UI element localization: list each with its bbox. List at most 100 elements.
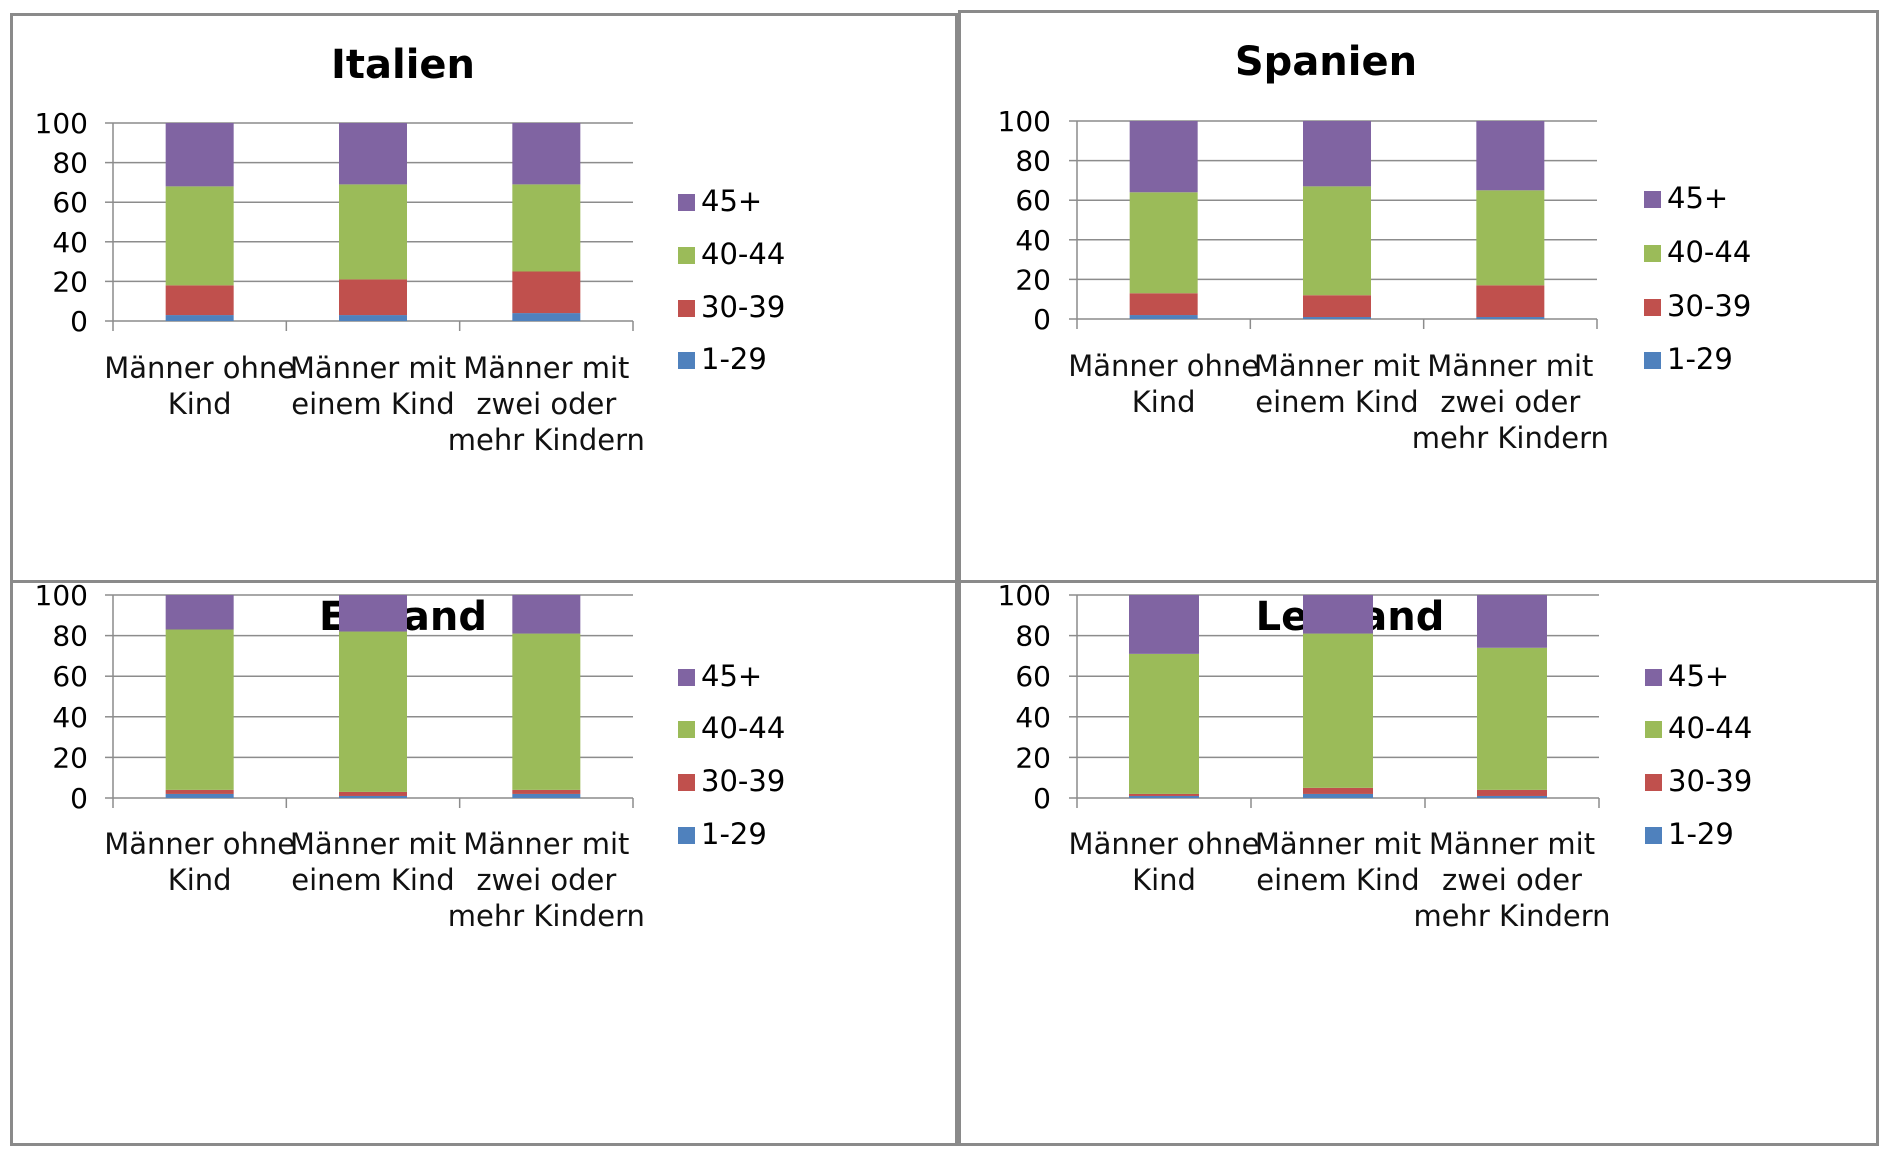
bar-segment-40-44-1	[1129, 653, 1199, 794]
bar-segment-30-39-3	[512, 271, 581, 314]
bar-segment-45plus-1	[165, 595, 234, 630]
category-label: Kind	[168, 387, 232, 421]
category-label: einem Kind	[291, 863, 454, 897]
legend-swatch	[678, 352, 695, 369]
bar-segment-30-39-1	[1129, 793, 1199, 796]
chart-panel-lettland: Lettland020406080100Männer ohneKindMänne…	[958, 579, 1879, 1146]
legend-swatch	[1645, 774, 1662, 791]
y-tick-label: 100	[998, 105, 1051, 138]
legend-label: 30-39	[1667, 289, 1751, 323]
y-tick-label: 0	[70, 305, 88, 338]
bar-segment-1-29-2	[339, 315, 407, 321]
legend-label: 45+	[701, 659, 762, 693]
legend: 45+ 40-44 30-39 1-29	[678, 184, 785, 376]
category-label: Männer mit	[463, 351, 629, 385]
bar-segment-1-29-3	[1477, 795, 1547, 798]
bar-segment-30-39-3	[512, 789, 581, 794]
legend-swatch	[678, 300, 695, 317]
bar-segment-40-44-2	[339, 184, 407, 280]
y-tick-label: 40	[52, 701, 88, 734]
bar-segment-30-39-2	[339, 791, 407, 796]
bar-segment-1-29-1	[165, 793, 234, 798]
category-label: Männer ohne	[104, 351, 295, 385]
bar-segment-45plus-2	[339, 123, 407, 185]
y-tick-label: 20	[52, 265, 88, 298]
legend-swatch	[678, 194, 695, 211]
bar-segment-45plus-3	[512, 123, 581, 185]
chart-panel-spanien: Spanien 0 20 40 60 80 100 Männer ohne Kind Männer…	[958, 10, 1879, 583]
bar-segment-1-29-1	[1129, 315, 1198, 319]
bar-segment-40-44-2	[1303, 186, 1371, 296]
legend-swatch	[678, 721, 695, 738]
y-tick-label: 80	[52, 147, 88, 180]
bar-segment-45plus-2	[1303, 121, 1371, 187]
category-label: zwei oder	[476, 387, 616, 421]
legend: 45+ 40-44 30-39 1-29	[1645, 659, 1752, 851]
legend-label: 45+	[701, 184, 762, 218]
chart-title: Italien	[331, 42, 475, 88]
category-label: einem Kind	[1255, 385, 1418, 419]
legend-swatch	[1644, 299, 1661, 316]
bar-segment-1-29-3	[512, 793, 581, 798]
y-tick-label: 80	[52, 620, 88, 653]
y-tick-label: 60	[1015, 660, 1051, 693]
category-label: mehr Kindern	[448, 423, 645, 457]
y-tick-label: 80	[1015, 620, 1051, 653]
bar-segment-40-44-1	[1129, 192, 1198, 294]
category-label: Kind	[1132, 385, 1196, 419]
y-tick-label: 20	[1015, 741, 1051, 774]
category-label: Männer mit	[1255, 827, 1421, 861]
legend-label: 1-29	[1668, 817, 1734, 851]
bar-segment-1-29-2	[1303, 793, 1373, 798]
category-label: Männer mit	[1427, 349, 1593, 383]
bar-segment-1-29-3	[512, 313, 581, 321]
legend-swatch	[1645, 669, 1662, 686]
bar-segment-30-39-1	[165, 285, 234, 316]
chart-title: Spanien	[1235, 39, 1417, 85]
bar-segment-30-39-3	[1477, 789, 1547, 796]
bar-segment-40-44-2	[1303, 633, 1373, 788]
bar-segment-40-44-1	[165, 186, 234, 286]
category-label: mehr Kindern	[1412, 421, 1609, 455]
legend-label: 1-29	[701, 817, 767, 851]
y-tick-label: 60	[52, 186, 88, 219]
legend-swatch	[1644, 191, 1661, 208]
category-label: einem Kind	[1256, 863, 1419, 897]
bar-segment-40-44-3	[512, 633, 581, 790]
legend: 45+ 40-44 30-39 1-29	[1644, 181, 1751, 376]
category-label: zwei oder	[1442, 863, 1582, 897]
legend-label: 30-39	[1668, 764, 1752, 798]
bar-segment-40-44-1	[165, 629, 234, 790]
y-tick-label: 0	[70, 782, 88, 815]
legend-label: 45+	[1668, 659, 1729, 693]
legend-label: 40-44	[701, 711, 785, 745]
legend-swatch	[678, 774, 695, 791]
legend-swatch	[1645, 827, 1662, 844]
legend-label: 1-29	[701, 342, 767, 376]
y-tick-label: 20	[52, 741, 88, 774]
legend-label: 40-44	[1668, 711, 1752, 745]
bar-segment-45plus-1	[1129, 121, 1198, 193]
legend-swatch	[1644, 245, 1661, 262]
category-label: mehr Kindern	[1413, 899, 1610, 933]
bar-segment-45plus-1	[1129, 595, 1199, 654]
bar-segment-30-39-2	[1303, 787, 1373, 794]
bar-segment-30-39-3	[1476, 285, 1545, 318]
y-tick-label: 100	[35, 107, 88, 140]
y-tick-label: 20	[1015, 263, 1051, 296]
category-label: Männer mit	[1254, 349, 1420, 383]
bar-segment-1-29-1	[165, 315, 234, 321]
category-label: Kind	[168, 863, 232, 897]
category-label: Männer mit	[1429, 827, 1595, 861]
bar-segment-45plus-1	[165, 123, 234, 187]
chart-panel-italien: Italien 0 20 40 60 80 100 Männer ohne Kind Männer…	[10, 13, 958, 583]
bar-segment-1-29-2	[339, 795, 407, 798]
legend-label: 30-39	[701, 290, 785, 324]
y-tick-label: 0	[1033, 303, 1051, 336]
category-label: Männer ohne	[1068, 349, 1259, 383]
legend-label: 30-39	[701, 764, 785, 798]
bar-segment-30-39-1	[165, 789, 234, 794]
category-label: Männer ohne	[104, 827, 295, 861]
